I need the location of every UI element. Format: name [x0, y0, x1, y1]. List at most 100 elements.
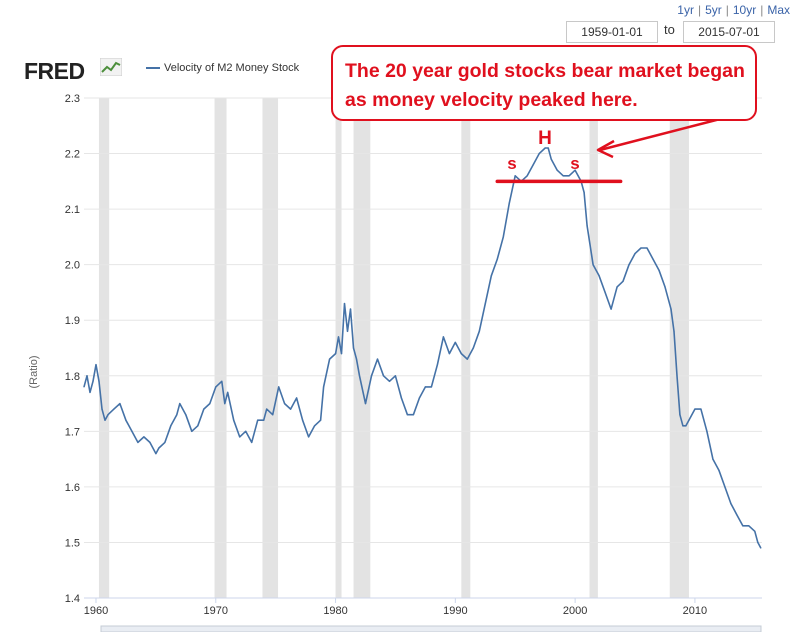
- data-point: [670, 308, 672, 310]
- x-tick-label: 1970: [204, 605, 228, 617]
- data-point: [742, 525, 744, 527]
- navigator-bar[interactable]: [100, 625, 762, 632]
- recession-band: [353, 98, 371, 598]
- data-point: [673, 330, 675, 332]
- data-point: [314, 425, 316, 427]
- data-point: [628, 264, 630, 266]
- data-point: [679, 414, 681, 416]
- data-point: [370, 375, 373, 377]
- data-point: [263, 419, 265, 421]
- data-point: [577, 175, 579, 177]
- data-point: [574, 169, 576, 171]
- grid-layer: 1.4 1.5 1.6 1.7 1.8 1.9 2.0 2.1 2.2 2.3: [65, 93, 762, 605]
- data-point: [257, 419, 259, 421]
- data-point: [101, 408, 103, 410]
- data-point: [155, 453, 157, 455]
- data-point: [526, 175, 528, 177]
- data-point: [98, 380, 100, 382]
- data-point: [757, 541, 759, 544]
- data-point: [272, 414, 274, 416]
- data-point: [610, 308, 612, 310]
- data-point: [355, 358, 358, 360]
- data-point: [568, 175, 570, 177]
- data-point: [349, 308, 352, 310]
- range-max-link[interactable]: Max: [767, 3, 790, 17]
- range-10yr-link[interactable]: 10yr: [732, 3, 757, 17]
- fred-chart-icon: [100, 58, 122, 76]
- range-1yr-link[interactable]: 1yr: [677, 3, 694, 17]
- data-point: [382, 375, 385, 377]
- data-point: [149, 441, 151, 443]
- range-5yr-link[interactable]: 5yr: [705, 3, 722, 17]
- x-tick-label: 1980: [323, 605, 347, 617]
- fred-logo: FRED: [24, 58, 85, 84]
- data-point: [592, 264, 594, 266]
- data-point: [748, 525, 750, 527]
- chart-legend: Velocity of M2 Money Stock: [146, 62, 299, 74]
- data-point: [562, 175, 564, 177]
- y-tick-label: 1.5: [65, 537, 80, 549]
- data-point: [502, 236, 504, 238]
- data-point: [346, 330, 349, 332]
- data-point: [634, 253, 636, 255]
- data-point: [550, 158, 552, 160]
- series-line-m2-velocity: [83, 147, 762, 549]
- recession-band: [214, 98, 227, 598]
- data-point: [376, 358, 379, 360]
- recession-band: [461, 98, 471, 598]
- data-point: [664, 286, 666, 288]
- data-point: [320, 419, 322, 421]
- right-shoulder-label: s: [570, 154, 579, 173]
- data-point: [424, 386, 426, 388]
- data-point: [296, 397, 298, 399]
- data-point: [131, 430, 133, 432]
- data-point: [251, 441, 253, 443]
- data-point: [496, 258, 498, 260]
- data-point: [436, 364, 438, 366]
- data-point: [754, 530, 756, 532]
- data-point: [83, 386, 85, 388]
- data-point: [460, 353, 462, 355]
- y-tick-label: 2.0: [65, 260, 80, 272]
- left-shoulder-label: s: [507, 154, 516, 173]
- data-point: [706, 430, 708, 432]
- end-date-input[interactable]: [683, 21, 775, 43]
- data-point: [302, 419, 304, 421]
- data-point: [209, 403, 211, 405]
- data-point: [616, 286, 618, 288]
- data-point: [284, 403, 286, 405]
- start-date-input[interactable]: [566, 21, 658, 43]
- x-tick-label: 2010: [683, 605, 707, 617]
- y-tick-label: 2.3: [65, 93, 80, 105]
- data-point: [343, 303, 346, 305]
- data-point: [170, 425, 172, 427]
- data-point: [278, 386, 280, 388]
- data-point: [215, 386, 217, 388]
- data-point: [508, 203, 510, 205]
- data-point: [604, 291, 606, 293]
- date-to-label: to: [664, 22, 675, 37]
- recession-band: [262, 98, 279, 598]
- axes-layer: 1960 1970 1980 1990 2000 2010: [84, 597, 762, 617]
- data-point: [586, 225, 588, 227]
- data-point: [682, 425, 684, 427]
- recession-band: [669, 98, 689, 598]
- data-point: [86, 375, 88, 377]
- data-point: [323, 386, 325, 388]
- data-point: [227, 391, 229, 393]
- data-point: [143, 436, 145, 438]
- data-point: [556, 169, 558, 171]
- legend-label: Velocity of M2 Money Stock: [164, 62, 300, 74]
- legend-line-swatch: [146, 67, 160, 70]
- data-point: [290, 408, 292, 410]
- range-separator: |: [697, 3, 702, 17]
- data-point: [335, 353, 337, 355]
- data-point: [454, 341, 456, 343]
- data-point: [119, 403, 121, 405]
- data-point: [185, 414, 187, 416]
- data-point: [646, 247, 648, 249]
- data-point: [712, 458, 714, 460]
- data-point: [685, 425, 687, 427]
- recession-band: [335, 98, 342, 598]
